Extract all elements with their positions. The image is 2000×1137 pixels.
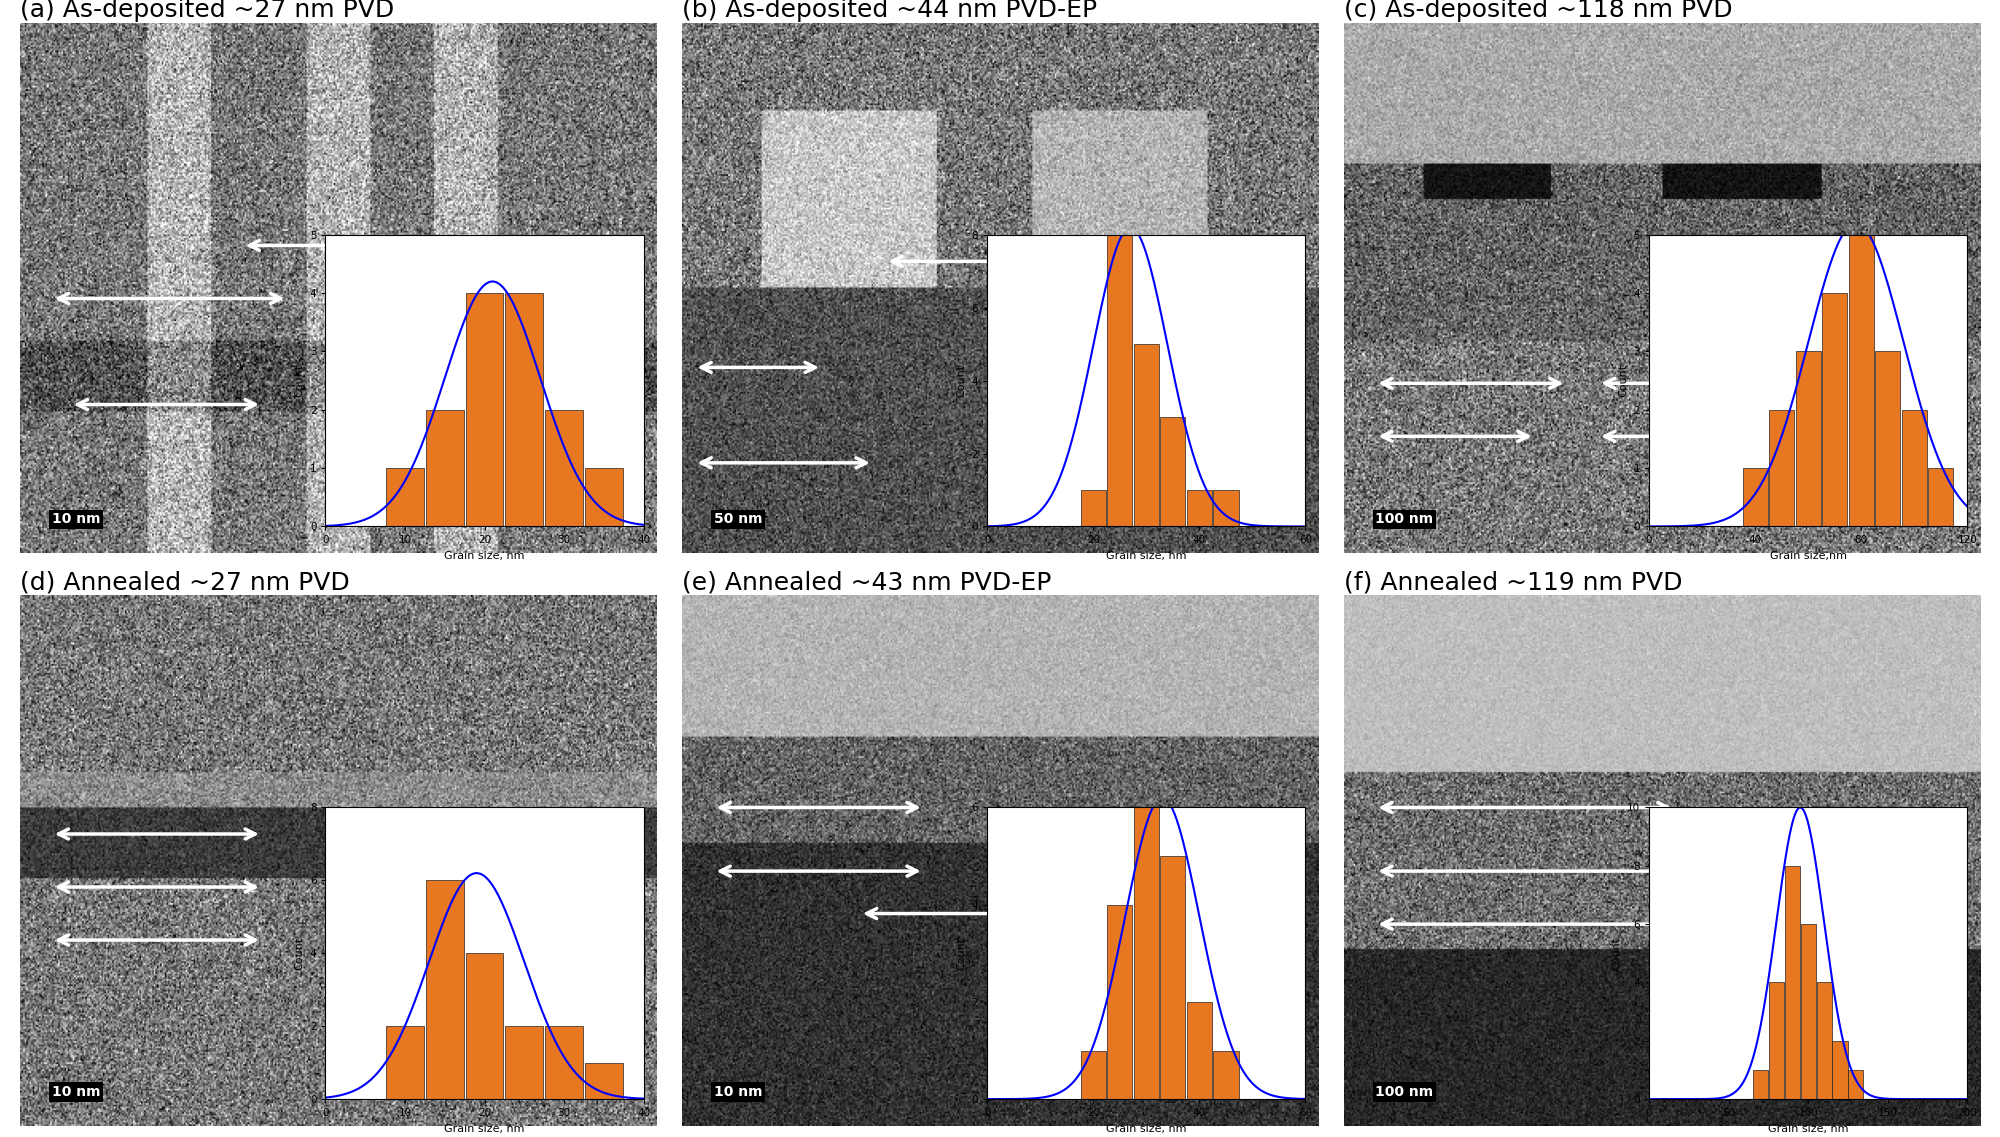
- Text: 100 nm: 100 nm: [1376, 513, 1434, 526]
- Text: (f) Annealed ~119 nm PVD: (f) Annealed ~119 nm PVD: [1344, 571, 1682, 595]
- Text: 50 nm: 50 nm: [714, 513, 762, 526]
- Text: (d) Annealed ~27 nm PVD: (d) Annealed ~27 nm PVD: [20, 571, 350, 595]
- Text: (e) Annealed ~43 nm PVD-EP: (e) Annealed ~43 nm PVD-EP: [682, 571, 1052, 595]
- Text: 10 nm: 10 nm: [52, 1085, 100, 1099]
- Text: 10 nm: 10 nm: [714, 1085, 762, 1099]
- Text: (c) As-deposited ~118 nm PVD: (c) As-deposited ~118 nm PVD: [1344, 0, 1732, 23]
- Text: 100 nm: 100 nm: [1376, 1085, 1434, 1099]
- Text: (b) As-deposited ~44 nm PVD-EP: (b) As-deposited ~44 nm PVD-EP: [682, 0, 1096, 23]
- Text: (a) As-deposited ~27 nm PVD: (a) As-deposited ~27 nm PVD: [20, 0, 394, 23]
- Text: 10 nm: 10 nm: [52, 513, 100, 526]
